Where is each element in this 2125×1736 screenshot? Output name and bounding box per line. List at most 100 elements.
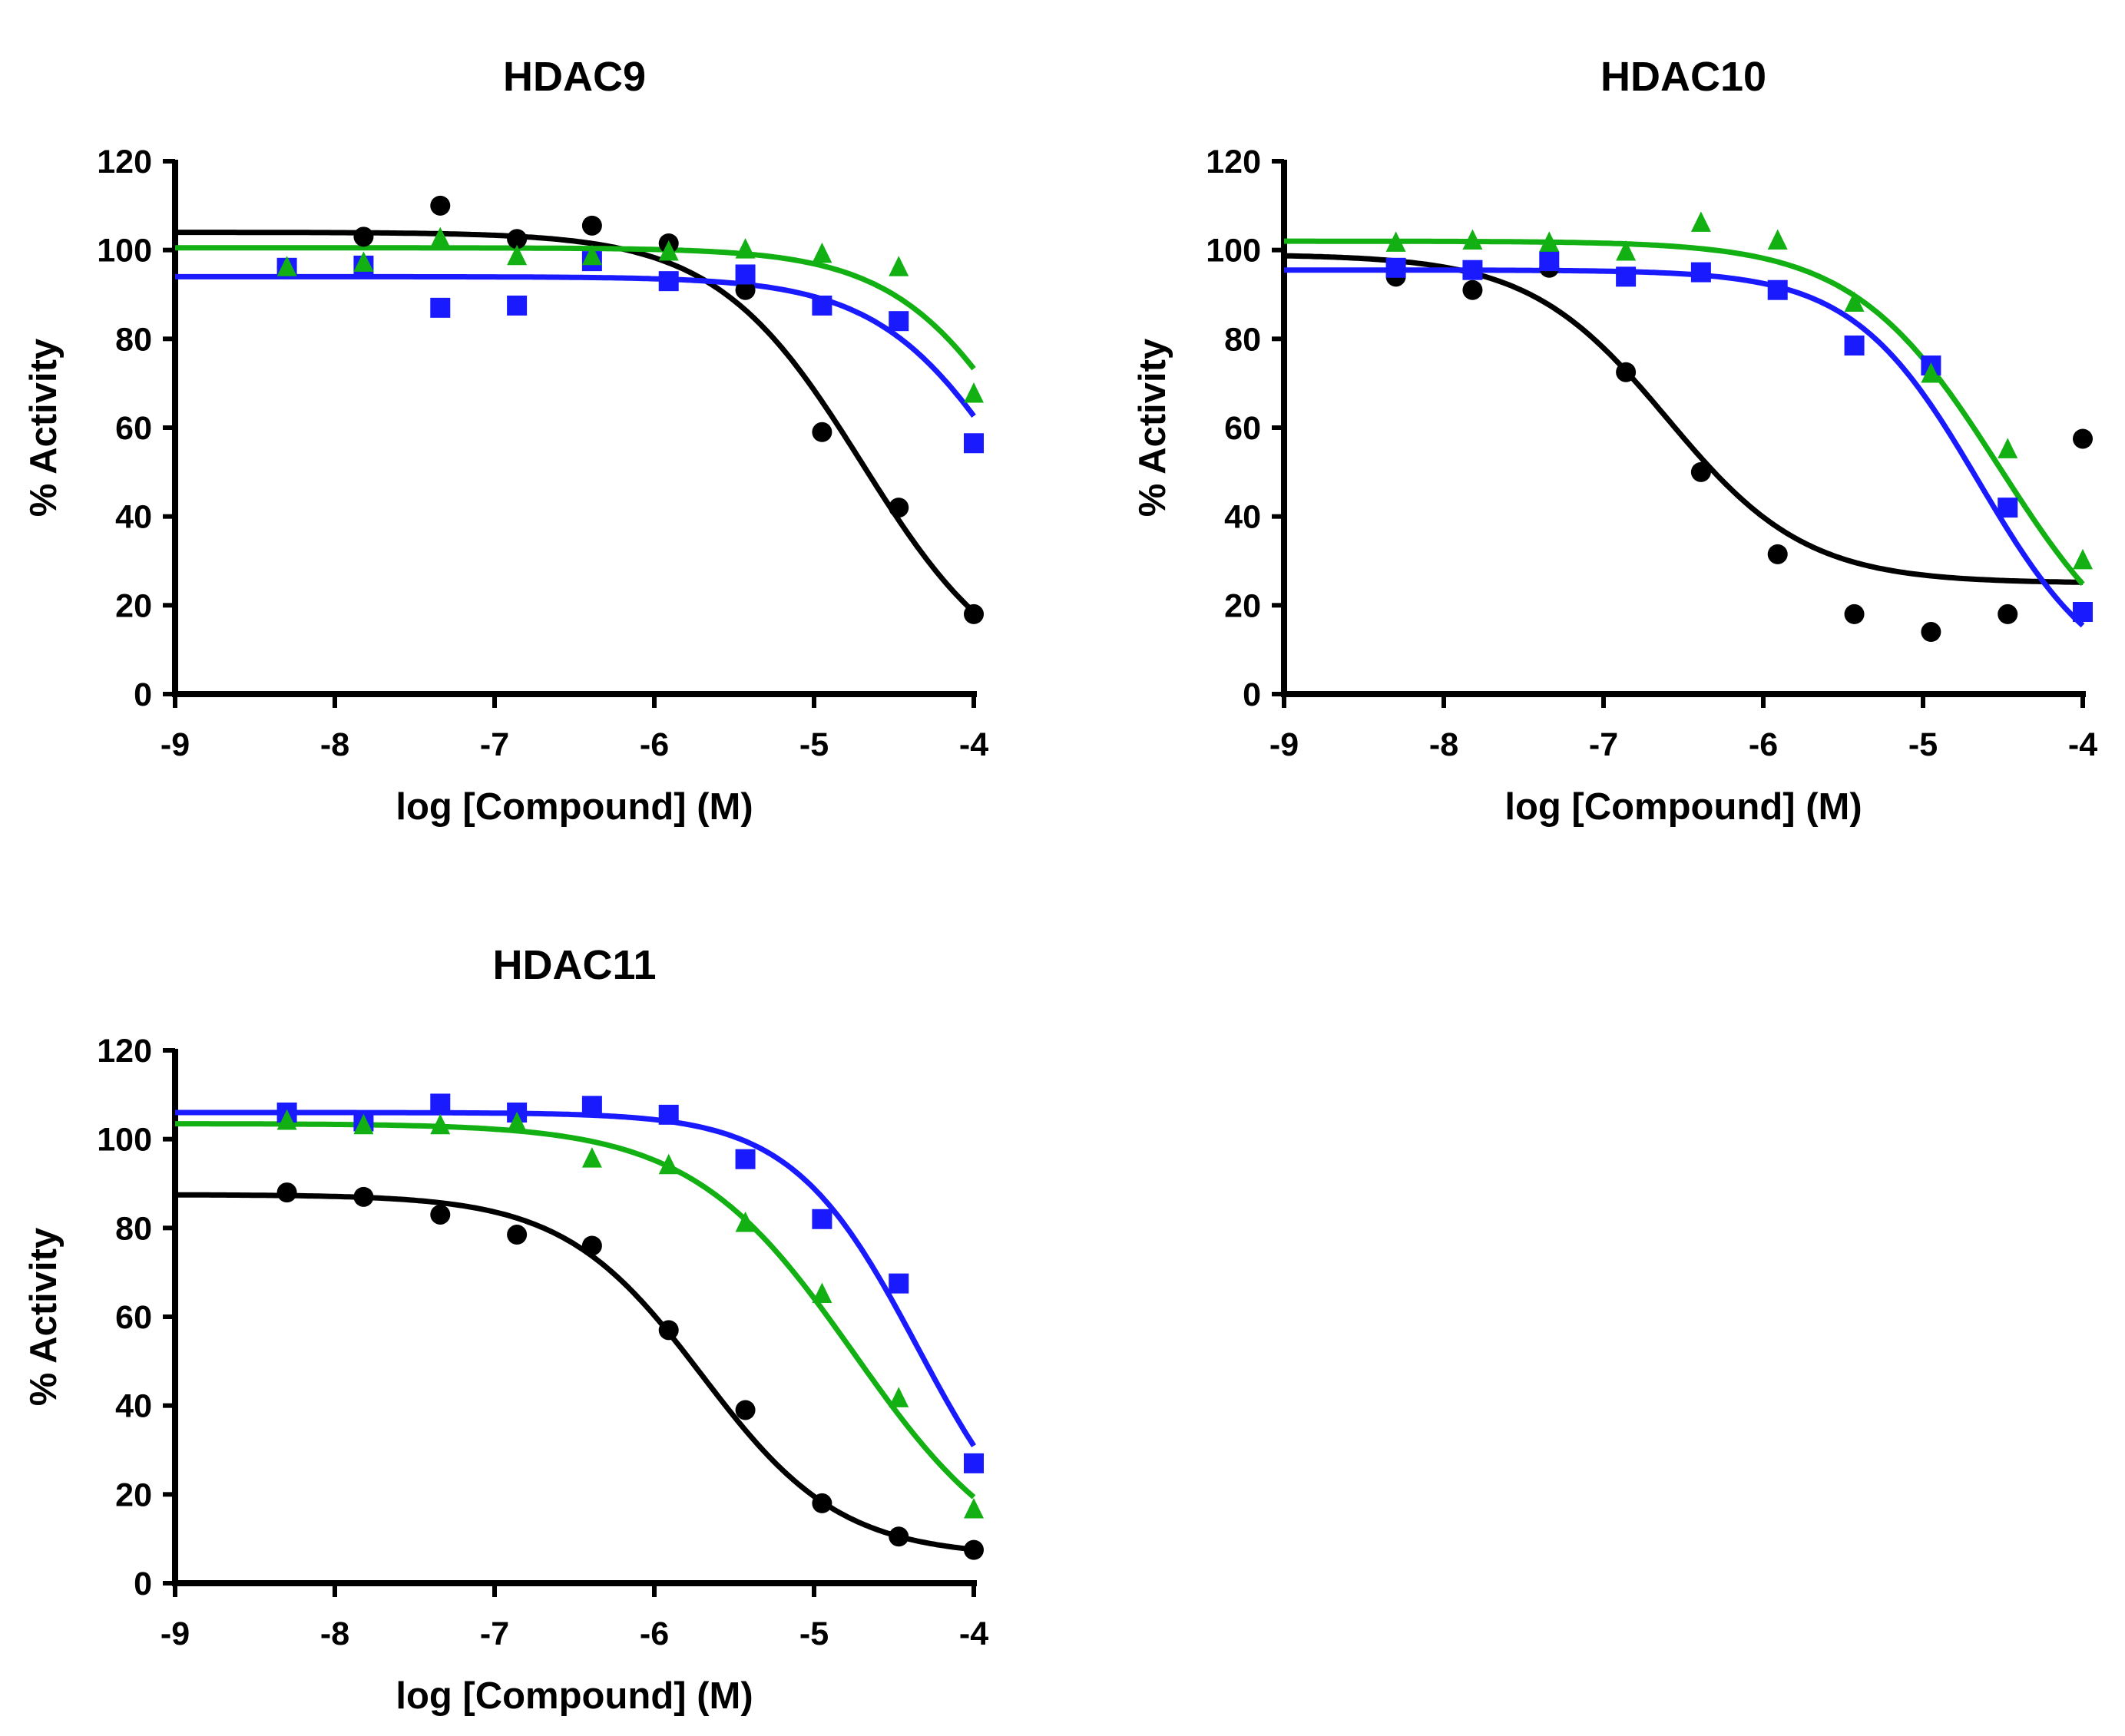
fit-curve-black — [1283, 253, 2083, 585]
fit-curve-blue — [175, 1109, 976, 1447]
data-point-green — [1385, 231, 1406, 252]
y-tick-label: 60 — [1224, 410, 1261, 447]
fit-curve-blue — [1284, 267, 2085, 628]
x-tick-label: -8 — [1429, 726, 1458, 763]
y-tick-label: 20 — [1224, 587, 1261, 624]
data-point-green — [430, 1113, 451, 1135]
y-tick-label: 0 — [134, 676, 152, 713]
data-point-blue — [1844, 336, 1865, 356]
x-tick-label: -8 — [320, 726, 349, 763]
y-tick-label: 80 — [115, 1210, 152, 1247]
y-axis-title: % Activity — [23, 1228, 65, 1406]
data-point-green — [430, 227, 451, 248]
data-point-blue — [1767, 279, 1788, 300]
data-point-green — [735, 238, 756, 259]
data-point-black — [964, 1539, 984, 1560]
data-point-green — [812, 1282, 832, 1304]
fit-curve-blue — [175, 273, 976, 418]
data-point-black — [1998, 603, 2018, 624]
data-point-green — [507, 1111, 528, 1133]
y-tick-label: 20 — [115, 587, 152, 624]
x-tick-label: -6 — [640, 726, 669, 763]
data-point-blue — [889, 311, 909, 332]
y-tick-label: 80 — [1224, 321, 1261, 358]
data-point-green — [1462, 229, 1483, 250]
x-tick-label: -6 — [640, 1615, 669, 1652]
data-point-blue — [964, 1453, 984, 1473]
data-point-green — [581, 1147, 602, 1168]
data-point-blue — [964, 433, 984, 454]
panel-hdac10: HDAC10 0 20 40 60 80 100 120 -9 -8 -7 -6 -5 -4 log [Co… — [1132, 54, 2097, 828]
x-tick-label: -9 — [161, 1615, 190, 1652]
data-point-black — [1462, 279, 1483, 300]
data-point-blue — [1385, 257, 1406, 278]
y-tick-label: 100 — [97, 1122, 152, 1159]
x-tick-label: -4 — [959, 1615, 988, 1652]
data-point-green — [1844, 291, 1865, 312]
y-tick-label: 120 — [97, 1033, 152, 1070]
y-tick-label: 120 — [1206, 144, 1261, 180]
data-point-blue — [581, 1096, 602, 1116]
x-axis-title: log [Compound] (M) — [1504, 786, 1862, 828]
y-tick-label: 0 — [134, 1566, 152, 1602]
data-point-blue — [735, 264, 756, 285]
x-tick-label: -6 — [1749, 726, 1778, 763]
data-point-green — [1767, 229, 1788, 250]
x-tick-label: -4 — [959, 726, 988, 763]
y-tick-label: 100 — [1206, 233, 1261, 269]
data-point-black — [812, 1493, 832, 1513]
data-point-green — [812, 242, 832, 263]
fit-curve-black — [175, 1192, 975, 1552]
data-point-black — [1921, 622, 1941, 643]
data-point-black — [507, 1225, 528, 1245]
y-tick-label: 40 — [115, 499, 152, 536]
data-point-black — [889, 1526, 909, 1547]
data-point-green — [1690, 211, 1711, 232]
data-point-black — [581, 215, 602, 236]
y-tick-label: 80 — [115, 321, 152, 358]
data-point-black — [353, 227, 374, 247]
data-point-black — [430, 1204, 451, 1225]
y-tick-label: 120 — [97, 144, 152, 180]
data-point-black — [430, 195, 451, 216]
data-point-blue — [430, 297, 451, 318]
chart-title: HDAC9 — [503, 54, 646, 100]
data-point-green — [1921, 362, 1941, 383]
data-point-black — [735, 279, 756, 300]
data-point-blue — [812, 1209, 832, 1229]
data-point-green — [2073, 548, 2093, 570]
chart-title: HDAC10 — [1600, 54, 1766, 100]
y-axis-title: % Activity — [23, 339, 65, 517]
x-tick-label: -9 — [161, 726, 190, 763]
data-point-black — [735, 1400, 756, 1420]
x-tick-label: -7 — [1589, 726, 1618, 763]
x-axis-title: log [Compound] (M) — [396, 786, 753, 828]
data-point-green — [507, 244, 528, 266]
y-tick-label: 60 — [115, 410, 152, 447]
data-point-blue — [1616, 266, 1637, 287]
data-point-black — [812, 422, 832, 442]
data-point-green — [658, 240, 679, 261]
data-point-blue — [658, 1104, 679, 1125]
fit-curve-green — [175, 1121, 976, 1500]
y-tick-label: 0 — [1243, 676, 1261, 713]
x-tick-label: -8 — [320, 1615, 349, 1652]
data-point-blue — [812, 295, 832, 316]
data-point-black — [507, 229, 528, 250]
data-point-green — [964, 382, 984, 403]
data-point-black — [581, 1235, 602, 1256]
data-point-blue — [1690, 262, 1711, 283]
x-tick-label: -9 — [1269, 726, 1299, 763]
data-point-black — [353, 1186, 374, 1207]
x-tick-label: -5 — [799, 726, 829, 763]
data-point-green — [964, 1497, 984, 1519]
y-tick-label: 20 — [115, 1476, 152, 1513]
fit-curve-green — [175, 245, 976, 371]
data-point-black — [276, 1182, 297, 1203]
data-point-blue — [1539, 251, 1560, 272]
data-point-blue — [430, 1093, 451, 1114]
y-tick-label: 60 — [115, 1299, 152, 1336]
data-point-black — [1690, 461, 1711, 482]
data-point-green — [889, 1387, 909, 1407]
